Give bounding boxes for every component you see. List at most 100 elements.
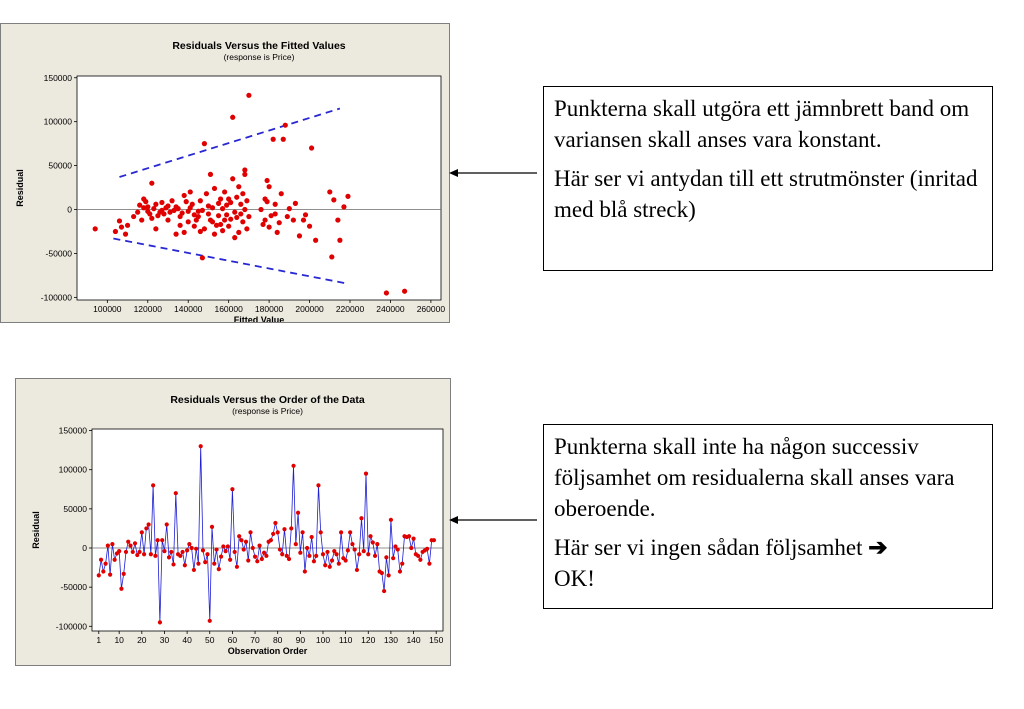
data-point	[307, 553, 312, 558]
data-point	[273, 520, 278, 526]
data-point	[255, 559, 260, 564]
data-point	[211, 231, 218, 237]
data-point	[277, 547, 283, 552]
x-tick-label: 30	[160, 635, 170, 645]
data-point	[105, 543, 110, 548]
right-arrow-icon: ➔	[868, 535, 888, 560]
x-tick-label: 120	[361, 635, 375, 645]
independence-note-text: Punkterna skall inte ha någon successiv …	[554, 434, 955, 521]
data-point	[286, 556, 292, 562]
data-point	[180, 549, 185, 555]
data-point	[157, 620, 163, 625]
x-tick-label: 240000	[376, 304, 405, 314]
data-point	[293, 541, 298, 547]
x-tick-label: 40	[182, 635, 192, 645]
y-tick-label: -50000	[46, 248, 73, 258]
data-point	[343, 558, 348, 563]
data-point	[149, 215, 155, 221]
data-point	[228, 557, 233, 562]
data-point	[386, 573, 391, 578]
data-point	[187, 541, 192, 547]
data-point	[323, 563, 328, 568]
data-point	[179, 210, 185, 216]
x-tick-label: 120000	[134, 304, 163, 314]
data-point	[334, 552, 339, 557]
data-point	[259, 556, 264, 562]
data-point	[363, 471, 369, 476]
data-point	[203, 560, 208, 565]
data-point	[166, 555, 172, 560]
data-point	[205, 552, 210, 557]
data-point	[308, 145, 315, 151]
data-point	[302, 569, 307, 574]
data-point	[165, 217, 171, 223]
x-tick-label: 1	[96, 635, 101, 645]
data-point	[201, 141, 207, 147]
x-tick-label: 100000	[93, 304, 122, 314]
data-point	[289, 526, 294, 531]
data-point	[209, 524, 215, 529]
data-point	[318, 530, 323, 535]
data-point	[181, 229, 187, 235]
independence-note-box: Punkterna skall inte ha någon successiv …	[543, 424, 993, 609]
data-point	[258, 206, 264, 213]
data-point	[282, 527, 287, 532]
data-point	[359, 516, 364, 521]
data-point	[300, 217, 307, 223]
data-point	[207, 618, 212, 623]
no-pattern-note-text: Här ser vi ingen sådan följsamhet	[554, 535, 863, 560]
data-point	[425, 546, 430, 551]
x-tick-label: 100	[316, 635, 330, 645]
data-point	[354, 567, 360, 573]
data-point	[316, 483, 321, 488]
data-point	[183, 199, 189, 205]
data-point	[244, 226, 250, 232]
data-point	[397, 569, 403, 574]
x-tick-label: 70	[250, 635, 260, 645]
data-point	[280, 552, 285, 557]
y-tick-label: 100000	[44, 117, 73, 127]
data-point	[198, 444, 203, 449]
data-point	[222, 217, 228, 223]
data-point	[379, 570, 384, 576]
data-point	[242, 171, 248, 177]
data-point	[246, 558, 251, 563]
data-point	[272, 211, 278, 217]
data-point	[268, 213, 274, 219]
x-tick-label: 140	[406, 635, 420, 645]
data-point	[143, 199, 149, 205]
data-point	[148, 552, 153, 557]
data-point	[124, 222, 131, 228]
y-tick-label: -100000	[41, 292, 72, 302]
data-point	[240, 219, 246, 225]
data-point	[137, 549, 142, 555]
data-point	[338, 530, 344, 535]
data-point	[246, 92, 252, 98]
data-point	[197, 198, 203, 204]
data-point	[370, 540, 375, 545]
data-point	[250, 545, 255, 551]
data-point	[197, 228, 203, 235]
x-tick-label: 60	[228, 635, 238, 645]
upper-funnel-dashed-line	[119, 107, 341, 178]
data-point	[372, 553, 378, 558]
data-point	[194, 546, 199, 551]
data-point	[209, 219, 216, 225]
data-point	[213, 222, 220, 228]
data-point	[395, 547, 400, 552]
data-point	[199, 255, 205, 261]
data-point	[162, 549, 167, 554]
x-tick-label: 20	[137, 635, 147, 645]
data-point	[335, 217, 341, 223]
data-point	[262, 550, 267, 555]
data-point	[167, 209, 173, 215]
data-point	[305, 545, 310, 551]
data-point	[103, 561, 108, 566]
data-point	[337, 237, 343, 243]
data-point	[300, 530, 305, 535]
data-point	[212, 561, 217, 566]
data-point	[220, 206, 226, 212]
x-tick-label: 220000	[336, 304, 365, 314]
data-point	[296, 233, 303, 239]
data-point	[214, 547, 219, 552]
